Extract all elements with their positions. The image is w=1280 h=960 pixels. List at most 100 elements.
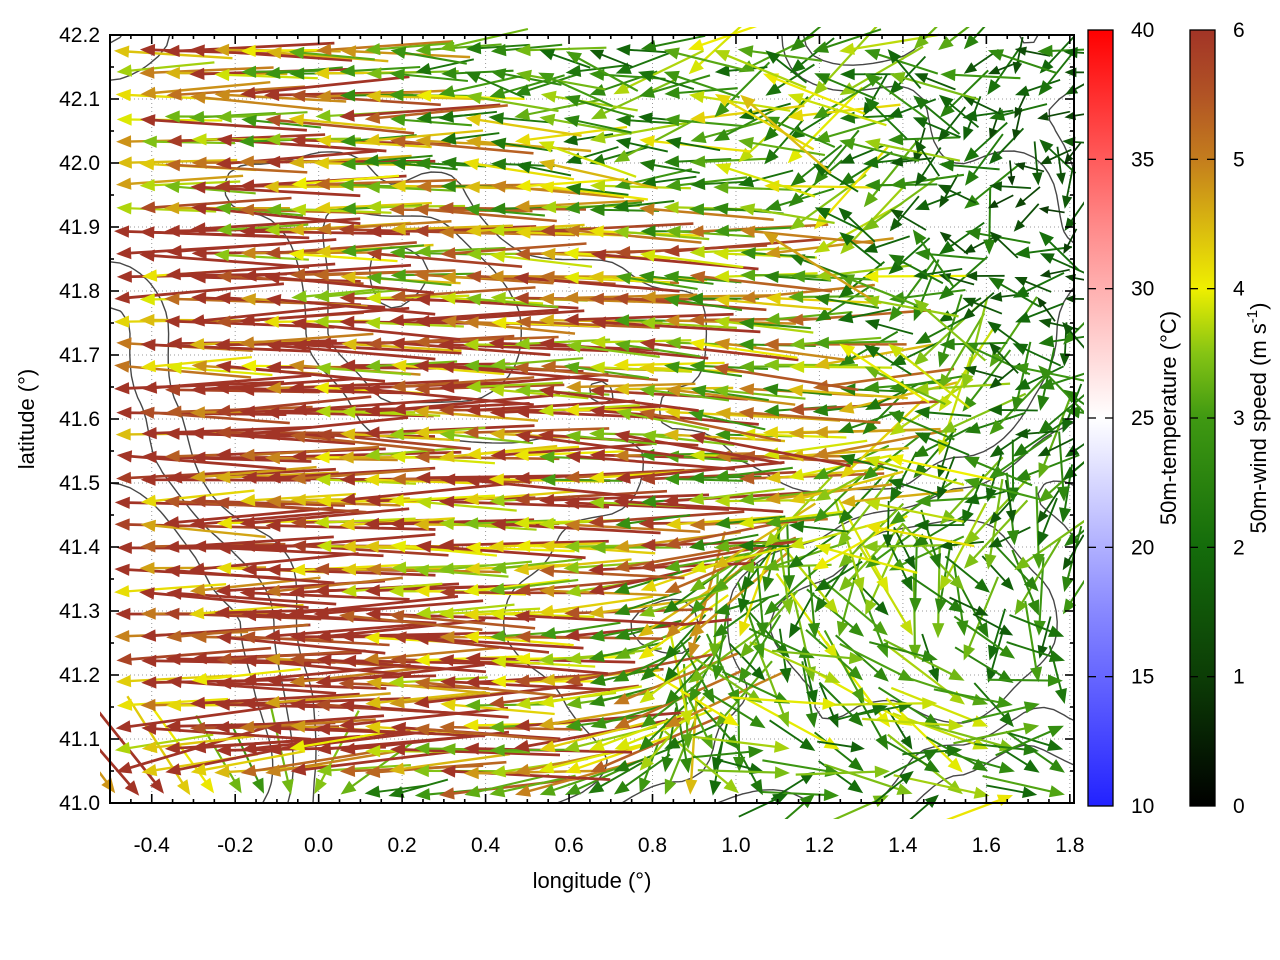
wind-vector-shaft — [918, 146, 942, 181]
wind-vector-shaft — [446, 110, 498, 119]
wind-vector-head — [914, 139, 927, 154]
wind-vector-head — [113, 45, 130, 58]
wind-vector-head — [739, 203, 756, 216]
wind-vector-head — [564, 519, 580, 532]
wind-vector-shaft — [933, 688, 1005, 705]
wind-vector-head — [463, 338, 479, 351]
wind-vector-head — [838, 274, 856, 286]
wind-vector-head — [414, 382, 430, 395]
wind-vector-head — [191, 540, 207, 553]
wind-vector-head — [216, 677, 232, 690]
wind-vector-head — [514, 405, 530, 419]
wind-vector-head — [763, 404, 780, 417]
wind-vector-head — [1012, 61, 1023, 75]
wind-vector-head — [964, 422, 981, 434]
wind-vector-shaft — [873, 775, 909, 804]
wind-vector-head — [464, 475, 481, 488]
wind-vector-head — [538, 314, 554, 327]
wind-vector-shaft — [845, 151, 893, 182]
wind-vector-head — [190, 721, 205, 735]
wind-vector-shaft — [598, 704, 666, 726]
wind-vector-head — [314, 699, 331, 712]
wind-vector-head — [464, 181, 480, 194]
wind-vector-head — [415, 43, 431, 56]
wind-vector-head — [1064, 532, 1080, 547]
wind-vector-shaft — [147, 410, 290, 425]
wind-vector-head — [515, 540, 531, 553]
wind-vector-head — [514, 247, 530, 261]
wind-vector-head — [765, 50, 781, 64]
wind-vector-head — [763, 358, 779, 371]
wind-vector-shaft — [883, 638, 958, 678]
wind-vector-head — [290, 763, 307, 776]
wind-vector-head — [439, 721, 455, 734]
wind-vector-head — [240, 86, 256, 99]
wind-vector-head — [963, 553, 979, 569]
wind-vector-shaft — [571, 365, 650, 380]
wind-vector-shaft — [222, 93, 347, 103]
wind-vector-head — [863, 191, 878, 208]
x-tick-label: 0.2 — [388, 834, 417, 857]
wind-vector-head — [565, 673, 582, 686]
wind-vector-head — [934, 598, 947, 615]
wind-vector-shaft — [784, 798, 810, 819]
wind-vector-head — [390, 222, 406, 236]
wind-vector-head — [904, 555, 916, 570]
wind-vector-head — [862, 540, 878, 553]
wind-vector-head — [789, 360, 805, 373]
wind-vector-head — [124, 780, 140, 796]
wind-vector-head — [863, 381, 880, 394]
wind-vector-shaft — [422, 727, 558, 742]
wind-vector-shaft — [961, 704, 1033, 724]
wind-vector-head — [391, 631, 407, 644]
wind-vector-shaft — [770, 118, 836, 149]
wind-vector-head — [972, 758, 989, 772]
wind-vector-head — [865, 599, 877, 616]
wind-vector-head — [1014, 599, 1028, 616]
colorbar-windspeed-tick-label: 5 — [1233, 148, 1245, 171]
wind-vector-head — [913, 95, 929, 110]
wind-vector-head — [115, 720, 132, 733]
y-tick-label: 41.1 — [59, 728, 100, 751]
wind-vector-head — [140, 629, 157, 642]
wind-vector-head — [390, 721, 406, 735]
wind-vector-head — [756, 622, 769, 638]
wind-vector-head — [413, 224, 429, 238]
wind-vector-head — [789, 270, 806, 283]
wind-vector-shaft — [669, 654, 713, 700]
wind-vector-head — [514, 763, 531, 776]
wind-vector-head — [989, 342, 1002, 356]
wind-vector-head — [338, 451, 354, 464]
wind-vector-head — [613, 358, 629, 372]
wind-vector-shaft — [447, 433, 534, 445]
wind-vector-shaft — [773, 511, 849, 524]
wind-vector-shaft — [373, 690, 486, 705]
wind-vector-shaft — [1033, 141, 1039, 179]
wind-vector-head — [465, 270, 482, 283]
wind-vector-head — [290, 268, 306, 281]
wind-vector-head — [214, 720, 230, 734]
wind-vector-head — [664, 560, 681, 573]
wind-vector-head — [215, 426, 231, 439]
wind-vector-shaft — [746, 510, 844, 525]
wind-vector-head — [1038, 365, 1054, 381]
wind-vector-head — [689, 431, 706, 444]
wind-vector-head — [813, 240, 830, 253]
wind-vector-head — [365, 291, 381, 305]
wind-vector-head — [340, 244, 357, 257]
wind-vector-shaft — [995, 51, 1058, 75]
wind-vector-head — [341, 584, 357, 597]
wind-vector-head — [514, 108, 531, 121]
wind-vector-head — [466, 91, 482, 105]
wind-vector-head — [850, 741, 865, 753]
wind-vector-head — [639, 689, 656, 704]
wind-vector-head — [987, 404, 1002, 416]
y-tick-label: 41.4 — [59, 536, 100, 559]
wind-vector-shaft — [1020, 519, 1084, 567]
wind-vector-head — [314, 67, 330, 80]
wind-vector-shaft — [199, 667, 301, 681]
wind-vector-head — [388, 314, 405, 327]
wind-vector-head — [313, 606, 329, 619]
wind-vector-head — [416, 496, 432, 509]
wind-vector-head — [390, 402, 407, 415]
